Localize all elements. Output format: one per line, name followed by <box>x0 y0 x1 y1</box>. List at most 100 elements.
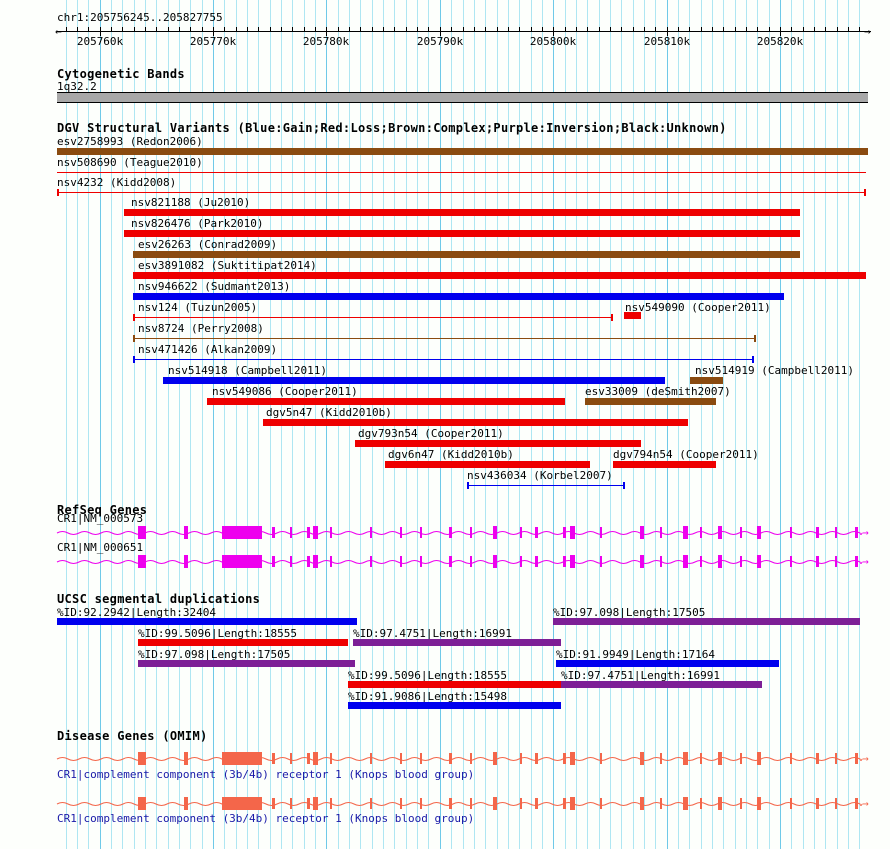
ruler-tick <box>689 27 690 32</box>
refseq-gene-exon-tick <box>520 527 522 538</box>
dgv-variant-bar[interactable] <box>690 377 723 384</box>
omim-gene-exon-tick <box>290 753 292 764</box>
dgv-title: DGV Structural Variants (Blue:Gain;Red:L… <box>57 121 727 135</box>
dgv-variant-bar[interactable] <box>613 461 716 468</box>
refseq-gene-exon-tick <box>370 556 372 567</box>
dgv-variant-bar[interactable] <box>57 148 868 155</box>
refseq-gene-introns <box>56 560 863 564</box>
segdup-bar[interactable] <box>348 702 561 709</box>
ruler-tick-label: 205780k <box>302 35 350 48</box>
ruler-tick <box>428 27 429 32</box>
refseq-gene-exon-tick <box>600 527 602 538</box>
omim-gene-exon <box>640 752 644 765</box>
dgv-variant-line[interactable] <box>133 338 756 339</box>
refseq-gene-exon <box>718 555 722 568</box>
ruler-tick <box>712 27 713 32</box>
ruler-tick-major <box>326 27 327 36</box>
refseq-gene-exon <box>816 556 819 567</box>
ruler-tick <box>372 27 373 32</box>
omim-gene-introns <box>56 757 863 761</box>
refseq-gene-exon-tick <box>740 527 742 538</box>
omim-gene-exon-tick <box>600 753 602 764</box>
dgv-variant-line[interactable] <box>57 192 866 193</box>
omim-gene-row[interactable]: → <box>0 750 890 768</box>
dgv-variant-bar[interactable] <box>207 398 565 405</box>
ruler-tick <box>655 27 656 32</box>
refseq-gene-row[interactable]: → <box>0 524 890 542</box>
ruler-tick <box>417 27 418 32</box>
segdup-bar[interactable] <box>138 660 355 667</box>
refseq-gene-row[interactable]: → <box>0 553 890 571</box>
ruler-tick-major <box>100 27 101 36</box>
dgv-variant-line[interactable] <box>133 359 754 360</box>
ruler-tick <box>304 27 305 32</box>
dgv-variant-label: nsv124 (Tuzun2005) <box>138 301 258 314</box>
omim-gene-exon <box>400 753 402 764</box>
segdup-label: %ID:92.2942|Length:32404 <box>57 606 216 619</box>
refseq-gene-exon-tick <box>520 556 522 567</box>
segdup-bar[interactable] <box>348 681 561 688</box>
ruler-tick <box>542 27 543 32</box>
refseq-gene-exon-tick <box>290 527 292 538</box>
dgv-variant-bar[interactable] <box>163 377 665 384</box>
segdup-bar[interactable] <box>353 639 561 646</box>
dgv-variant-bar[interactable] <box>133 251 800 258</box>
ruler-tick <box>837 27 838 32</box>
refseq-title: RefSeq Genes <box>57 503 148 517</box>
refseq-gene-exon <box>313 526 318 539</box>
refseq-gene-exon <box>855 556 858 567</box>
dgv-variant-bar[interactable] <box>124 209 800 216</box>
dgv-variant-line[interactable] <box>467 485 625 486</box>
omim-gene-exon <box>313 752 318 765</box>
refseq-gene-exon-tick <box>420 527 422 538</box>
cytoband-bar[interactable] <box>57 92 868 103</box>
omim-gene-exon-tick <box>470 753 472 764</box>
dgv-variant-bar[interactable] <box>355 440 641 447</box>
dgv-variant-bar[interactable] <box>133 272 866 279</box>
segdup-bar[interactable] <box>57 618 357 625</box>
segdup-bar[interactable] <box>553 618 860 625</box>
refseq-gene-exon-tick <box>230 556 232 567</box>
refseq-gene-exon <box>449 556 452 567</box>
dgv-variant-label: dgv794n54 (Cooper2011) <box>613 448 759 461</box>
dgv-variant-right-cap <box>754 335 756 342</box>
dgv-variant-label: nsv8724 (Perry2008) <box>138 322 264 335</box>
ruler-tick-major <box>213 27 214 36</box>
omim-gene-exon-tick <box>835 753 837 764</box>
segdup-bar[interactable] <box>556 660 779 667</box>
dgv-variant-bar[interactable] <box>585 398 716 405</box>
ruler-tick <box>111 27 112 32</box>
segdup-bar[interactable] <box>138 639 348 646</box>
dgv-variant-line[interactable] <box>133 317 613 318</box>
dgv-variant-bar[interactable] <box>385 461 590 468</box>
refseq-gene-exon <box>493 526 497 539</box>
dgv-variant-left-cap <box>57 189 59 196</box>
dgv-variant-line[interactable] <box>57 172 866 173</box>
refseq-gene-exon <box>307 556 310 567</box>
dgv-variant-label: dgv6n47 (Kidd2010b) <box>388 448 514 461</box>
refseq-gene-exon <box>563 556 566 567</box>
refseq-gene-exon <box>184 526 188 539</box>
segdup-bar[interactable] <box>561 681 762 688</box>
omim-gene-exon-tick <box>700 798 702 809</box>
omim-gene-exon <box>307 753 310 764</box>
refseq-gene-exon <box>570 526 575 539</box>
dgv-variant-bar[interactable] <box>133 293 784 300</box>
dgv-variant-bar[interactable] <box>624 312 641 319</box>
dgv-variant-label: esv26263 (Conrad2009) <box>138 238 278 251</box>
refseq-gene-exon <box>222 526 262 539</box>
omim-gene-row[interactable]: → <box>0 795 890 813</box>
refseq-gene-exon <box>222 555 262 568</box>
ruler-tick <box>474 27 475 32</box>
omim-gene-exon-tick <box>420 798 422 809</box>
dgv-variant-bar[interactable] <box>124 230 800 237</box>
dgv-variant-label: esv2758993 (Redon2006) <box>57 135 203 148</box>
omim-gene-exon <box>184 752 188 765</box>
dgv-variant-bar[interactable] <box>263 419 688 426</box>
omim-gene-exon <box>535 753 538 764</box>
ruler-tick <box>236 27 237 32</box>
ruler-tick <box>463 27 464 32</box>
refseq-gene-exon-tick <box>290 556 292 567</box>
refseq-gene-exon <box>640 526 644 539</box>
refseq-gene-exon <box>449 527 452 538</box>
